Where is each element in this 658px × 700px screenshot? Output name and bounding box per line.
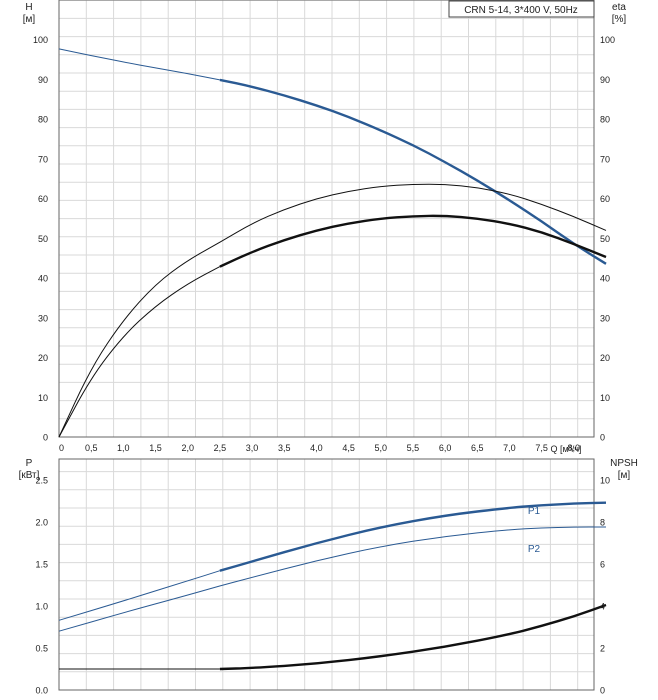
tick-label: 90	[600, 75, 610, 85]
tick-label: 10	[600, 393, 610, 403]
tick-label: 0.5	[35, 644, 48, 654]
tick-label: 0	[600, 433, 605, 443]
top-plot: 0 10 20 30 40 50 60 70 80 90 100 0 10 20 30 40 50 60 70 80…	[23, 0, 627, 454]
tick-label: 1.5	[35, 560, 48, 570]
p1-curve-bold	[219, 501, 607, 572]
x-tick-label: 4,5	[342, 443, 355, 453]
tick-label: 2	[600, 644, 605, 654]
series-1-curve-thin	[58, 183, 607, 438]
x-tick-label: 7,0	[503, 443, 516, 453]
top-right-axis-label-line2: [%]	[612, 14, 627, 25]
tick-label: 80	[600, 115, 610, 125]
top-grid	[58, 0, 594, 438]
x-tick-label: 7,5	[535, 443, 548, 453]
p2-curve-thin	[58, 526, 606, 632]
tick-label: 1.0	[35, 602, 48, 612]
tick-label: 0	[43, 433, 48, 443]
x-tick-label: 3,5	[278, 443, 291, 453]
tick-label: 40	[38, 274, 48, 284]
bottom-right-tick-labels: 0 2 4 6 8 10	[600, 476, 610, 696]
tick-label: 60	[600, 194, 610, 204]
tick-label: 10	[38, 393, 48, 403]
tick-label: 50	[600, 234, 610, 244]
bottom-left-axis-label-line2: [кВт]	[19, 470, 40, 481]
tick-label: 70	[600, 154, 610, 164]
x-tick-label: 4,0	[310, 443, 323, 453]
tick-label: 0	[600, 686, 605, 696]
x-tick-label: 5,5	[407, 443, 420, 453]
tick-label: 0.0	[35, 686, 48, 696]
x-tick-label: 2,0	[181, 443, 194, 453]
tick-label: 90	[38, 75, 48, 85]
x-tick-label: 6,0	[439, 443, 452, 453]
top-right-axis-label-line1: eta	[612, 2, 626, 13]
tick-label: 100	[33, 35, 48, 45]
tick-label: 80	[38, 115, 48, 125]
tick-label: 50	[38, 234, 48, 244]
p1-series-label: P1	[528, 506, 541, 517]
chart-title-border	[448, 0, 595, 18]
chart-title: CRN 5-14, 3*400 V, 50Hz	[464, 5, 578, 16]
x-tick-label: 6,5	[471, 443, 484, 453]
tick-label: 70	[38, 154, 48, 164]
tick-label: 30	[600, 313, 610, 323]
tick-label: 2.5	[35, 476, 48, 486]
x-tick-label: 3,0	[246, 443, 259, 453]
x-tick-label: 0,5	[85, 443, 98, 453]
x-axis-label: Q [м³/ч]	[551, 444, 582, 454]
top-left-axis-label-line1: H	[25, 2, 32, 13]
tick-label: 100	[600, 35, 615, 45]
tick-label: 6	[600, 560, 605, 570]
top-left-axis-label-line2: [м]	[23, 14, 36, 25]
bottom-grid	[58, 459, 594, 691]
tick-label: 30	[38, 313, 48, 323]
chart-title-box: CRN 5-14, 3*400 V, 50Hz	[448, 0, 595, 18]
bottom-right-axis-label-line2: [м]	[618, 470, 631, 481]
top-plot-frame	[58, 0, 595, 438]
x-tick-label: 2,5	[214, 443, 227, 453]
tick-label: 40	[600, 274, 610, 284]
x-tick-label: 1,5	[149, 443, 162, 453]
x-tick-label: 1,0	[117, 443, 130, 453]
x-tick-label: 0	[59, 443, 64, 453]
series-2-curve-bold	[219, 214, 607, 268]
p2-series-label: P2	[528, 544, 541, 555]
series-0-curve-bold	[219, 78, 607, 265]
top-series-group	[58, 48, 607, 438]
top-left-tick-labels: 0 10 20 30 40 50 60 70 80 90 100	[33, 35, 48, 442]
tick-label: 20	[38, 353, 48, 363]
tick-label: 10	[600, 476, 610, 486]
top-right-tick-labels: 0 10 20 30 40 50 60 70 80 90 100	[600, 35, 615, 442]
bottom-left-tick-labels: 0.0 0.5 1.0 1.5 2.0 2.5	[35, 476, 48, 696]
p1-curve-thin	[58, 570, 221, 621]
tick-label: 60	[38, 194, 48, 204]
bottom-plot-frame	[58, 458, 595, 691]
series-2-curve-thin	[58, 266, 221, 438]
tick-label: 20	[600, 353, 610, 363]
bottom-left-axis-label-line1: P	[26, 458, 33, 469]
x-tick-label: 8,0	[568, 443, 581, 453]
tick-label: 8	[600, 518, 605, 528]
series-0-curve-thin	[58, 48, 220, 81]
x-tick-label: 5,0	[375, 443, 388, 453]
bottom-right-axis-label-line1: NPSH	[610, 458, 638, 469]
tick-label: 2.0	[35, 518, 48, 528]
series-2-curve-bold	[219, 603, 607, 671]
tick-label: 4	[600, 602, 605, 612]
bottom-series-group	[58, 501, 607, 671]
x-axis-tick-labels: 0 0,5 1,0 1,5 2,0 2,5 3,0 3,5 4,0 4,5 5,0 5,5 6,0 6,5…	[59, 443, 580, 453]
